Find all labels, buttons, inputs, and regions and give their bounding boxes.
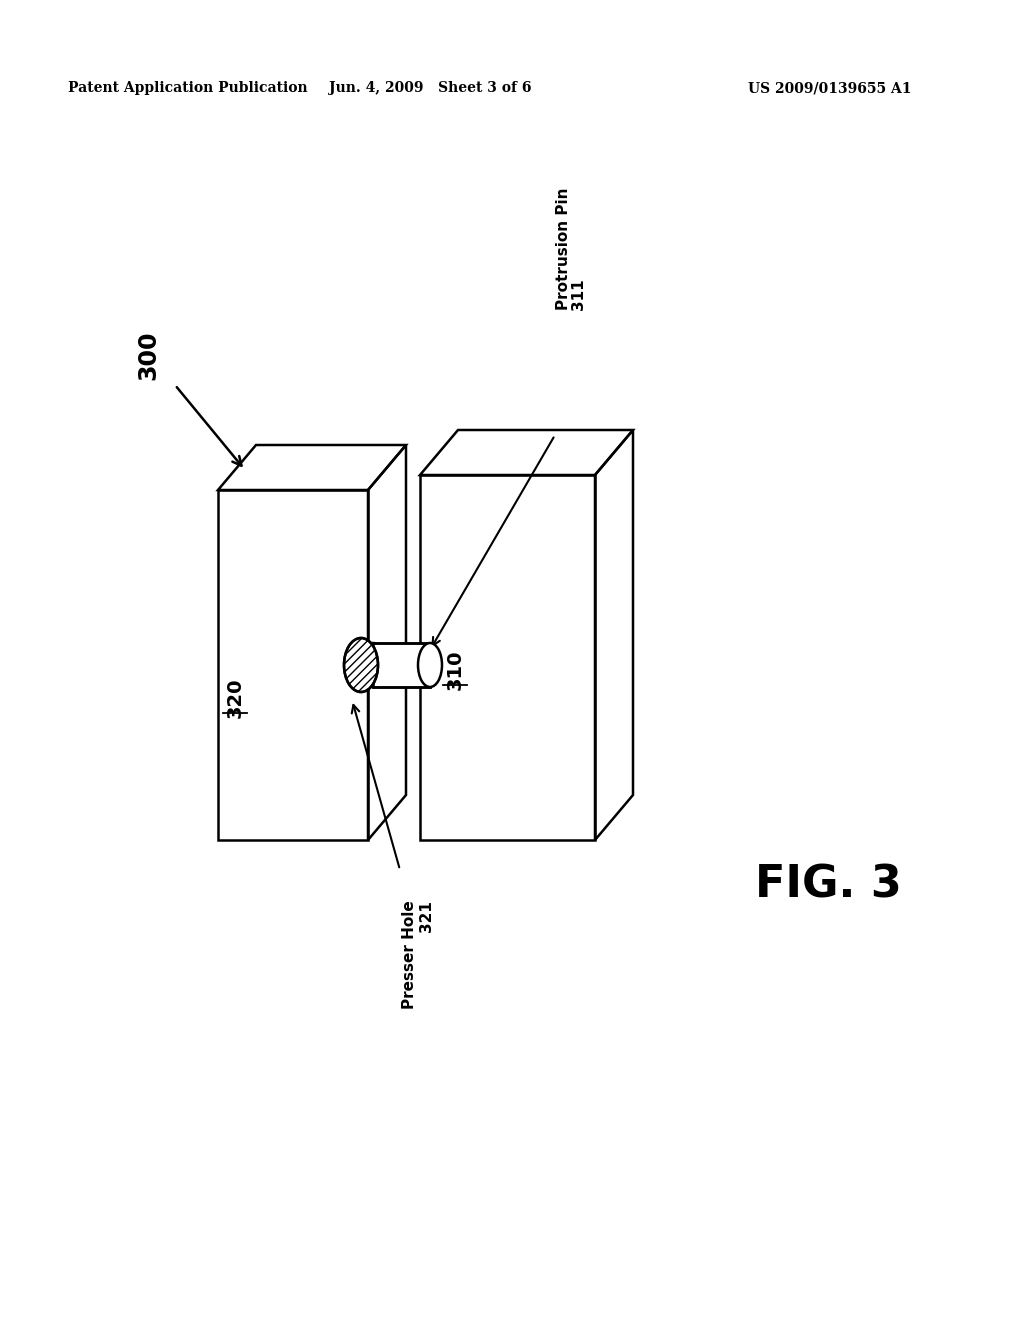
- Ellipse shape: [344, 638, 378, 692]
- Text: US 2009/0139655 A1: US 2009/0139655 A1: [748, 81, 911, 95]
- Text: 311: 311: [571, 279, 587, 310]
- Bar: [373, 643, 430, 686]
- Text: Jun. 4, 2009   Sheet 3 of 6: Jun. 4, 2009 Sheet 3 of 6: [329, 81, 531, 95]
- Text: 300: 300: [136, 330, 160, 380]
- Text: Patent Application Publication: Patent Application Publication: [68, 81, 307, 95]
- Text: Presser Hole: Presser Hole: [402, 900, 418, 1008]
- Text: FIG. 3: FIG. 3: [755, 863, 902, 907]
- Ellipse shape: [361, 643, 385, 686]
- Text: 320: 320: [225, 677, 245, 718]
- Text: 321: 321: [419, 900, 433, 932]
- Text: Protrusion Pin: Protrusion Pin: [555, 187, 570, 310]
- Ellipse shape: [418, 643, 442, 686]
- Text: 310: 310: [445, 649, 465, 690]
